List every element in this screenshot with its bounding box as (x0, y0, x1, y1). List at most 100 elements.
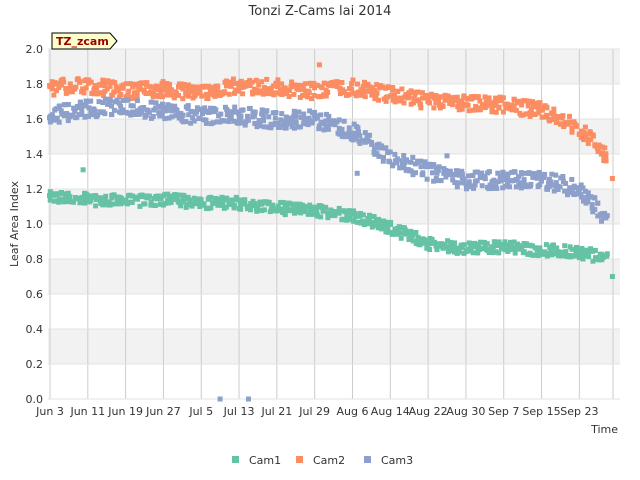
data-point-cam3 (164, 106, 170, 112)
data-point-cam2 (428, 94, 434, 100)
x-axis-title: Time (590, 423, 618, 436)
data-point-cam3 (553, 172, 559, 178)
data-point-cam2 (105, 78, 111, 84)
data-point-cam2 (160, 79, 166, 85)
data-point-cam2 (355, 81, 360, 87)
data-point-cam1 (185, 202, 190, 208)
data-point-cam1 (47, 189, 53, 195)
data-point-cam3 (577, 186, 582, 192)
data-point-cam1 (313, 208, 319, 213)
data-point-cam1 (592, 247, 598, 253)
data-point-cam3 (497, 174, 503, 180)
data-point-cam1 (415, 238, 421, 244)
data-point-cam3 (339, 126, 345, 132)
data-point-cam2 (183, 89, 189, 95)
data-point-cam3 (436, 164, 442, 170)
data-point-cam3 (380, 155, 386, 161)
data-point-cam3 (589, 205, 595, 211)
data-point-cam1 (381, 226, 387, 232)
data-point-cam3 (534, 175, 540, 181)
data-point-cam3 (188, 120, 194, 126)
data-point-cam2 (599, 144, 605, 150)
x-tick-label: Sep 7 (488, 405, 519, 418)
data-point-cam1 (342, 209, 348, 215)
data-point-cam1 (461, 242, 467, 248)
data-point-cam2 (223, 83, 229, 89)
data-point-cam2 (168, 92, 174, 98)
data-point-cam1 (355, 219, 361, 225)
data-point-cam3 (418, 158, 424, 164)
data-point-cam1 (282, 210, 288, 216)
data-point-cam3 (443, 168, 449, 173)
data-point-cam3 (174, 108, 180, 113)
data-point-cam2 (51, 92, 57, 98)
data-point-cam3 (546, 184, 552, 190)
data-point-cam3 (362, 139, 368, 145)
data-point-cam1 (372, 222, 378, 228)
data-point-cam2 (63, 86, 69, 91)
data-point-cam2 (279, 81, 285, 87)
data-point-cam1 (604, 253, 610, 259)
x-tick-label: Jul 29 (298, 405, 330, 418)
data-point-cam3 (49, 112, 55, 118)
data-point-cam3 (519, 170, 524, 176)
data-point-cam3 (75, 105, 81, 110)
data-point-cam1 (445, 249, 451, 255)
data-point-cam3 (356, 129, 361, 135)
data-point-cam3 (392, 151, 398, 157)
data-point-cam3 (449, 172, 455, 178)
data-point-cam2 (493, 95, 499, 101)
data-point-cam2 (466, 95, 472, 101)
data-point-cam1 (496, 239, 502, 245)
data-point-cam3 (471, 185, 476, 191)
data-point-cam3 (302, 121, 308, 127)
data-point-cam3 (374, 151, 380, 157)
legend-label-cam2: Cam2 (313, 454, 345, 467)
data-point-cam3 (344, 134, 350, 139)
data-point-cam3 (399, 158, 405, 164)
data-point-cam2 (535, 110, 541, 116)
data-point-cam3 (218, 111, 224, 117)
data-point-cam2 (544, 105, 550, 111)
data-point-cam3 (150, 114, 156, 119)
data-point-cam2 (138, 80, 144, 86)
data-point-cam3 (578, 182, 584, 188)
data-point-cam3 (56, 119, 62, 125)
data-point-cam2 (475, 94, 481, 100)
data-point-cam2 (341, 89, 347, 95)
data-point-cam2 (486, 101, 492, 107)
data-point-cam2 (440, 103, 446, 109)
data-point-cam3 (489, 182, 495, 188)
data-point-cam2 (238, 78, 244, 84)
data-point-cam3 (318, 112, 324, 118)
data-point-cam2 (156, 94, 162, 100)
data-point-cam1 (223, 204, 229, 210)
data-point-cam1 (336, 210, 342, 216)
data-point-cam1 (141, 194, 147, 200)
data-point-cam2 (353, 91, 358, 96)
data-point-cam2 (325, 89, 331, 95)
data-point-cam1 (215, 196, 221, 202)
data-point-cam1 (562, 243, 568, 249)
data-point-cam2 (537, 100, 542, 106)
data-point-cam2 (208, 91, 214, 97)
data-point-cam1 (530, 243, 535, 249)
legend-label-cam3: Cam3 (381, 454, 413, 467)
data-point-cam3 (413, 170, 418, 176)
data-point-cam1 (500, 243, 506, 249)
data-point-cam3 (297, 124, 303, 130)
data-point-cam2 (602, 145, 608, 151)
data-point-cam3 (293, 119, 299, 125)
data-point-cam1 (181, 199, 187, 205)
data-point-cam3 (157, 113, 163, 119)
data-point-cam2 (486, 95, 492, 101)
data-point-cam2 (398, 97, 404, 103)
data-point-cam2 (337, 85, 343, 91)
data-point-cam2 (582, 133, 588, 139)
data-point-cam2 (59, 82, 65, 88)
data-point-cam3 (494, 185, 500, 191)
x-tick-label: Jul 13 (223, 405, 255, 418)
data-point-cam1 (111, 192, 117, 198)
data-point-cam3 (378, 145, 384, 151)
data-point-cam1 (563, 249, 569, 255)
